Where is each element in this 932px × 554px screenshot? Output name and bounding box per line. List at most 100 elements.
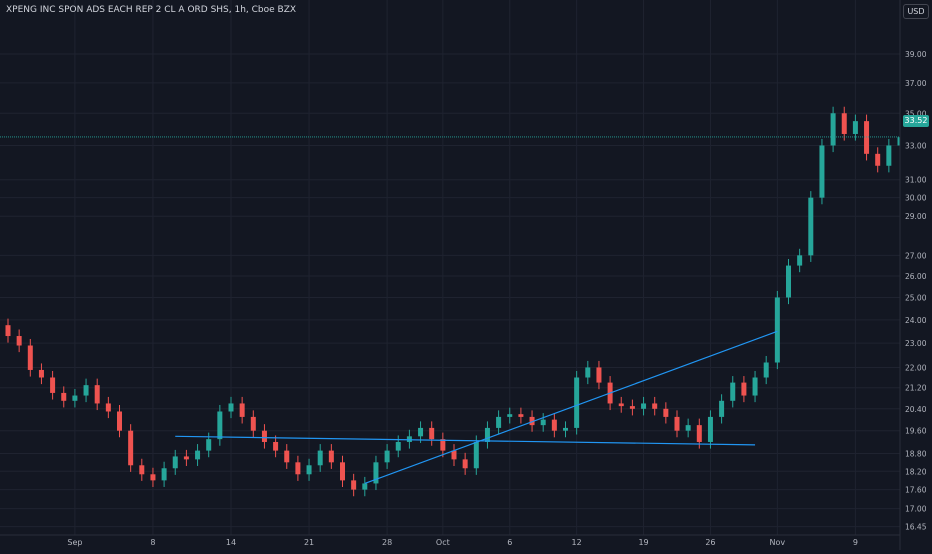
candle-body — [496, 416, 502, 428]
candle-body — [707, 416, 713, 442]
candle-body — [406, 436, 412, 442]
candle-body — [473, 441, 479, 469]
y-tick-label: 30.00 — [905, 194, 927, 203]
x-tick-label: 9 — [853, 538, 858, 547]
x-tick-label: Nov — [770, 538, 786, 547]
candle-body — [317, 450, 323, 466]
candle-body — [674, 416, 680, 431]
candle-body — [395, 441, 401, 451]
candle-body — [819, 145, 825, 198]
candle-body — [217, 411, 223, 440]
candle-body — [72, 395, 78, 401]
candle-body — [585, 367, 591, 378]
candle-body — [852, 121, 858, 134]
trendlines-layer[interactable] — [175, 330, 778, 484]
currency-badge[interactable]: USD — [903, 4, 929, 19]
candle-body — [150, 474, 156, 481]
candle-body — [239, 403, 245, 417]
y-tick-label: 25.00 — [905, 293, 927, 302]
candle-body — [161, 468, 167, 481]
y-tick-label: 26.00 — [905, 272, 927, 281]
candle-body — [295, 462, 301, 475]
candle-body — [362, 483, 368, 490]
candle-body — [16, 336, 22, 346]
y-tick-label: 24.00 — [905, 316, 927, 325]
grid-layer — [0, 0, 900, 535]
candle-body — [306, 465, 312, 475]
candle-body — [797, 255, 803, 266]
x-tick-label: 19 — [638, 538, 648, 547]
y-tick-label: 22.00 — [905, 363, 927, 372]
candles-layer — [5, 106, 903, 497]
candle-body — [328, 450, 334, 463]
candle-body — [540, 419, 546, 426]
y-tick-label: 39.00 — [905, 50, 927, 59]
candle-body — [139, 465, 145, 475]
candle-body — [830, 113, 836, 146]
y-tick-label: 27.00 — [905, 251, 927, 260]
candle-body — [518, 414, 524, 417]
candle-body — [228, 403, 234, 412]
candle-body — [462, 459, 468, 469]
trendline[interactable] — [175, 435, 756, 446]
x-tick-label: Oct — [436, 538, 450, 547]
candle-body — [864, 121, 870, 154]
y-tick-label: 19.60 — [905, 427, 927, 436]
candle-body — [696, 425, 702, 442]
candle-body — [685, 425, 691, 431]
candle-body — [351, 480, 357, 490]
candle-body — [886, 145, 892, 166]
candle-body — [340, 462, 345, 481]
x-tick-label: 8 — [150, 538, 155, 547]
candle-body — [629, 406, 635, 409]
candle-body — [273, 441, 279, 451]
candle-body — [574, 377, 580, 428]
candle-body — [641, 403, 647, 409]
y-tick-label: 20.40 — [905, 405, 927, 414]
candle-body — [719, 400, 725, 417]
candle-body — [841, 113, 847, 134]
candle-body — [206, 439, 212, 451]
candle-body — [484, 427, 490, 442]
candle-body — [373, 462, 379, 484]
candle-body — [50, 377, 56, 393]
candle-body — [652, 403, 658, 409]
candle-body — [5, 325, 11, 337]
y-tick-label: 16.45 — [905, 523, 927, 532]
candle-body — [752, 377, 758, 396]
candle-body — [429, 427, 435, 440]
candle-body — [38, 369, 44, 378]
trendline[interactable] — [364, 330, 778, 484]
candle-body — [284, 450, 290, 463]
candle-body — [183, 456, 189, 460]
candle-body — [117, 411, 122, 431]
candle-body — [618, 403, 624, 407]
candle-body — [250, 416, 256, 431]
last-price-tag: 33.52 — [903, 115, 929, 127]
candle-body — [172, 456, 178, 469]
candle-body — [551, 419, 557, 431]
candle-body — [83, 385, 89, 396]
candle-body — [763, 362, 769, 378]
symbol-title: XPENG INC SPON ADS EACH REP 2 CL A ORD S… — [6, 5, 297, 15]
candle-body — [596, 367, 602, 383]
candle-body — [741, 382, 747, 396]
x-tick-label: 14 — [226, 538, 236, 547]
candle-body — [418, 427, 424, 437]
candle-body — [507, 414, 513, 417]
y-tick-label: 17.00 — [905, 505, 927, 514]
candle-body — [730, 382, 736, 401]
x-tick-label: 12 — [572, 538, 582, 547]
candle-body — [786, 265, 791, 298]
candle-body — [128, 430, 134, 466]
y-tick-label: 33.00 — [905, 141, 927, 150]
y-tick-label: 35.00 — [905, 109, 927, 118]
y-tick-label: 23.00 — [905, 339, 927, 348]
y-tick-label: 31.00 — [905, 176, 927, 185]
y-tick-label: 37.00 — [905, 79, 927, 88]
candle-body — [663, 408, 669, 417]
y-tick-label: 21.20 — [905, 384, 927, 393]
candle-body — [105, 403, 111, 412]
